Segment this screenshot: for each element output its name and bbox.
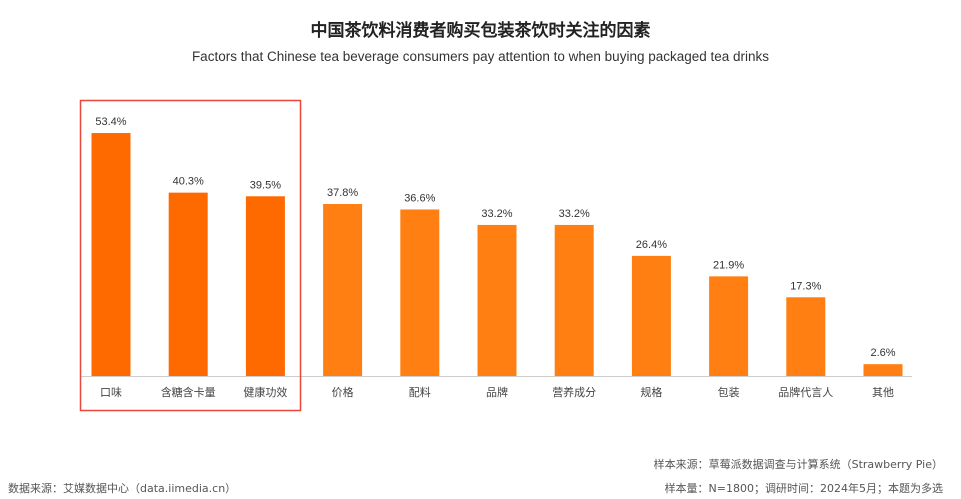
bar-1 [168, 192, 208, 376]
category-label-2: 健康功效 [243, 385, 287, 399]
category-label-3: 价格 [332, 385, 354, 399]
bar-6 [554, 224, 594, 376]
category-label-10: 其他 [872, 386, 894, 399]
category-label-7: 规格 [640, 385, 662, 399]
category-label-1: 含糖含卡量 [161, 385, 216, 399]
data-label-3: 37.8% [327, 187, 358, 199]
data-source-note: 数据来源：艾媒数据中心（data.iimedia.cn） [8, 482, 237, 495]
data-label-1: 40.3% [173, 176, 204, 188]
chart-subtitle: Factors that Chinese tea beverage consum… [191, 49, 770, 64]
category-label-9: 品牌代言人 [778, 385, 833, 399]
data-label-10: 2.6% [870, 347, 895, 359]
bar-10 [863, 364, 903, 376]
data-label-0: 53.4% [95, 116, 126, 128]
category-label-0: 口味 [100, 386, 122, 399]
category-label-5: 品牌 [486, 385, 508, 399]
category-label-4: 配料 [409, 385, 431, 399]
category-label-8: 包装 [718, 386, 740, 399]
bar-2 [245, 196, 285, 376]
data-label-2: 39.5% [250, 179, 281, 191]
bar-8 [709, 276, 749, 376]
highlight-box [79, 99, 302, 412]
bar-3 [323, 204, 363, 376]
data-label-8: 21.9% [713, 259, 744, 271]
bar-5 [477, 224, 517, 376]
data-label-9: 17.3% [790, 280, 821, 292]
data-label-7: 26.4% [636, 239, 667, 251]
data-label-5: 33.2% [481, 208, 512, 220]
data-label-4: 36.6% [404, 192, 435, 204]
category-label-6: 营养成分 [552, 385, 596, 399]
bar-4 [400, 209, 440, 376]
bar-9 [786, 297, 826, 376]
chart-title: 中国茶饮料消费者购买包装茶饮时关注的因素 [310, 21, 651, 41]
bar-7 [631, 255, 671, 376]
data-label-6: 33.2% [559, 208, 590, 220]
sample-source-note: 样本来源：草莓派数据调查与计算系统（Strawberry Pie） [653, 458, 943, 471]
sample-size-note: 样本量：N=1800；调研时间：2024年5月；本题为多选 [664, 482, 943, 495]
bar-0 [91, 133, 131, 376]
